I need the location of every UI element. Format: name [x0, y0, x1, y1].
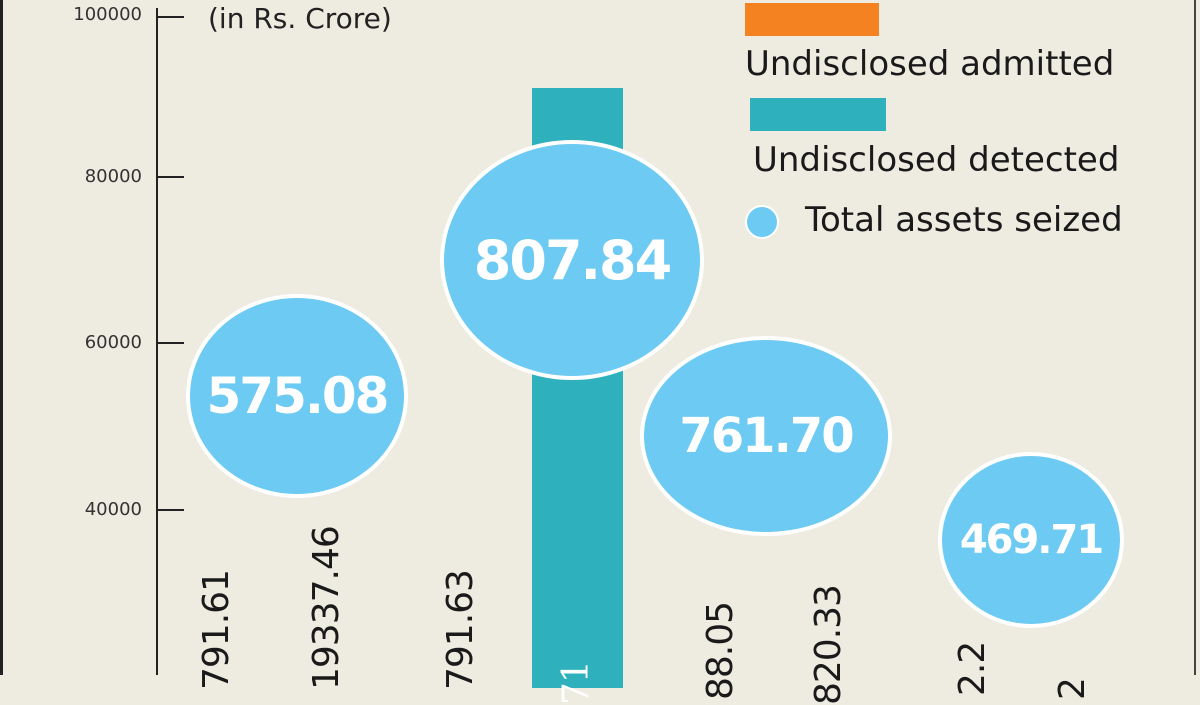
y-tick-100000	[158, 16, 184, 18]
legend-swatch-admitted	[745, 3, 879, 36]
bar-value-label: 2	[1052, 678, 1093, 700]
y-tick-label: 40000	[84, 499, 142, 520]
bar-value-label: 791.61	[196, 570, 237, 690]
y-tick-40000	[158, 509, 184, 511]
bubble-value: 575.08	[206, 367, 390, 425]
bar-value-label: 791.63	[440, 570, 481, 690]
bubble-value: 469.71	[959, 517, 1104, 563]
legend-label-seized: Total assets seized	[805, 200, 1123, 240]
legend-swatch-detected	[750, 98, 886, 131]
y-tick-80000	[158, 176, 184, 178]
frame-left-border	[0, 0, 3, 675]
bubble-total-assets-seized: 761.70	[640, 336, 892, 536]
bubble-value: 807.84	[473, 228, 672, 292]
bubble-value: 761.70	[679, 408, 854, 464]
legend-circle-seized-icon	[745, 205, 779, 239]
y-tick-label: 80000	[84, 166, 142, 187]
bubble-total-assets-seized: 575.08	[186, 294, 408, 498]
y-tick-60000	[158, 342, 184, 344]
unit-label: (in Rs. Crore)	[208, 2, 392, 35]
bar-value-label: 820.33	[808, 585, 849, 705]
bar-value-label: 19337.46	[306, 526, 347, 690]
bar-value-label: 88.05	[700, 601, 741, 700]
legend-label-detected: Undisclosed detected	[753, 140, 1120, 180]
bar-value-label: 71	[556, 661, 597, 705]
bubble-total-assets-seized: 469.71	[938, 452, 1124, 628]
y-tick-label: 100000	[73, 4, 142, 25]
y-axis-line	[156, 8, 158, 675]
bubble-total-assets-seized: 807.84	[440, 140, 704, 380]
legend-label-admitted: Undisclosed admitted	[745, 44, 1115, 84]
bar-value-label: 2.2	[952, 641, 993, 696]
y-tick-label: 60000	[84, 332, 142, 353]
frame-right-border	[1194, 0, 1196, 675]
